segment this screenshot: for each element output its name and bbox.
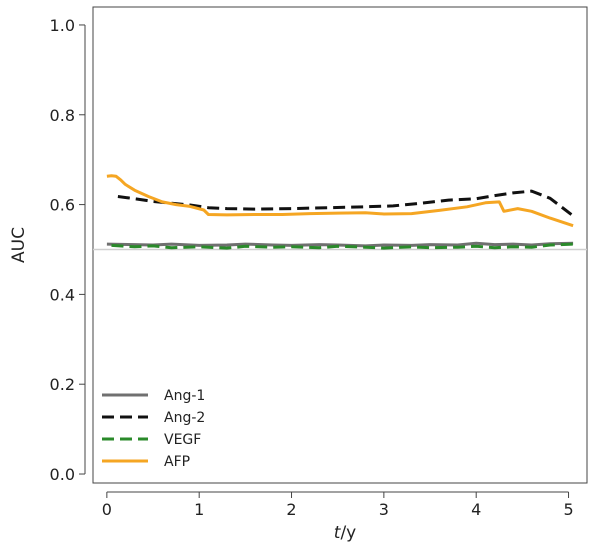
x-tick-label: 2: [286, 500, 296, 519]
plot-frame: [92, 6, 588, 484]
x-axis-title: t/y: [334, 523, 356, 543]
x-axis: 0 1 2 3 4 5: [102, 491, 574, 519]
series-line-vegf: [111, 242, 574, 250]
y-axis: 0.0 0.2 0.4 0.6 0.8 1.0: [50, 16, 86, 484]
legend-label-vegf: VEGF: [164, 432, 201, 448]
series-line-afp: [106, 174, 574, 228]
legend-label-afp: AFP: [164, 454, 190, 470]
y-tick-label: 0.8: [50, 106, 75, 125]
y-tick-label: 0.2: [50, 375, 75, 394]
y-tick-label: 0.6: [50, 196, 75, 215]
x-tick-label: 0: [102, 500, 112, 519]
x-tick-label: 4: [471, 500, 481, 519]
y-tick-label: 0.4: [50, 285, 75, 304]
legend: Ang-1 Ang-2 VEGF AFP: [102, 388, 205, 470]
x-tick-label: 3: [379, 500, 389, 519]
series-line-ang-1: [106, 241, 574, 248]
x-axis-title-italic: t: [334, 523, 342, 543]
x-tick-label: 1: [194, 500, 204, 519]
legend-label-ang-1: Ang-1: [164, 388, 205, 404]
series-group: [106, 174, 575, 250]
x-tick-label: 5: [563, 500, 573, 519]
y-tick-label: 1.0: [50, 16, 75, 35]
legend-label-ang-2: Ang-2: [164, 410, 205, 426]
x-axis-title-rest: /y: [340, 523, 356, 543]
y-axis-title: AUC: [9, 227, 29, 263]
y-tick-label: 0.0: [50, 465, 75, 484]
